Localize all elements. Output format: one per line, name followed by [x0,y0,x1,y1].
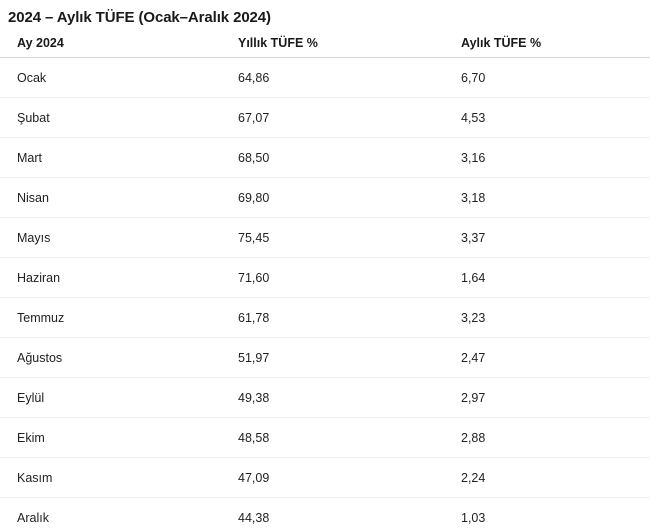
month-cell: Ağustos [17,350,63,365]
column-header-monthly-tufe: Aylık TÜFE % [461,36,542,50]
monthly-tufe-cell: 6,70 [461,70,486,85]
table-row: Mart 68,50 3,16 [0,138,650,178]
table-row: Ağustos 51,97 2,47 [0,338,650,378]
yearly-tufe-cell: 71,60 [238,270,270,285]
month-cell: Aralık [17,510,49,525]
yearly-tufe-cell: 47,09 [238,470,270,485]
table-header-row: Ay 2024 Yıllık TÜFE % Aylık TÜFE % [0,29,650,58]
month-cell: Ocak [17,70,47,85]
table-row: Eylül 49,38 2,97 [0,378,650,418]
month-cell: Haziran [17,270,61,285]
monthly-tufe-cell: 2,24 [461,470,486,485]
month-cell: Kasım [17,470,53,485]
table-body: Ocak 64,86 6,70 Şubat 67,07 4,53 Mart 68… [0,58,650,531]
yearly-tufe-cell: 48,58 [238,430,270,445]
monthly-tufe-cell: 2,88 [461,430,486,445]
monthly-tufe-cell: 3,37 [461,230,486,245]
month-cell: Temmuz [17,310,65,325]
yearly-tufe-cell: 49,38 [238,390,270,405]
month-cell: Mayıs [17,230,51,245]
yearly-tufe-cell: 44,38 [238,510,270,525]
table-row: Ekim 48,58 2,88 [0,418,650,458]
month-cell: Nisan [17,190,49,205]
month-cell: Ekim [17,430,45,445]
yearly-tufe-cell: 75,45 [238,230,270,245]
monthly-tufe-cell: 1,64 [461,270,486,285]
table-row: Şubat 67,07 4,53 [0,98,650,138]
yearly-tufe-cell: 51,97 [238,350,270,365]
yearly-tufe-cell: 64,86 [238,70,270,85]
tufe-table: Ay 2024 Yıllık TÜFE % Aylık TÜFE % Ocak … [0,29,650,531]
yearly-tufe-cell: 67,07 [238,110,270,125]
table-row: Mayıs 75,45 3,37 [0,218,650,258]
table-row: Haziran 71,60 1,64 [0,258,650,298]
monthly-tufe-cell: 3,16 [461,150,486,165]
page-title: 2024 – Aylık TÜFE (Ocak–Aralık 2024) [8,9,271,26]
column-header-yearly-tufe: Yıllık TÜFE % [238,36,318,50]
yearly-tufe-cell: 69,80 [238,190,270,205]
table-row: Nisan 69,80 3,18 [0,178,650,218]
column-header-month: Ay 2024 [17,36,64,50]
monthly-tufe-cell: 2,47 [461,350,486,365]
monthly-tufe-cell: 4,53 [461,110,486,125]
yearly-tufe-cell: 61,78 [238,310,270,325]
monthly-tufe-cell: 3,23 [461,310,486,325]
table-row: Kasım 47,09 2,24 [0,458,650,498]
monthly-tufe-cell: 3,18 [461,190,486,205]
yearly-tufe-cell: 68,50 [238,150,270,165]
table-row: Ocak 64,86 6,70 [0,58,650,98]
monthly-tufe-cell: 2,97 [461,390,486,405]
table-row: Aralık 44,38 1,03 [0,498,650,531]
month-cell: Şubat [17,110,50,125]
month-cell: Mart [17,150,42,165]
table-row: Temmuz 61,78 3,23 [0,298,650,338]
monthly-tufe-cell: 1,03 [461,510,486,525]
month-cell: Eylül [17,390,45,405]
